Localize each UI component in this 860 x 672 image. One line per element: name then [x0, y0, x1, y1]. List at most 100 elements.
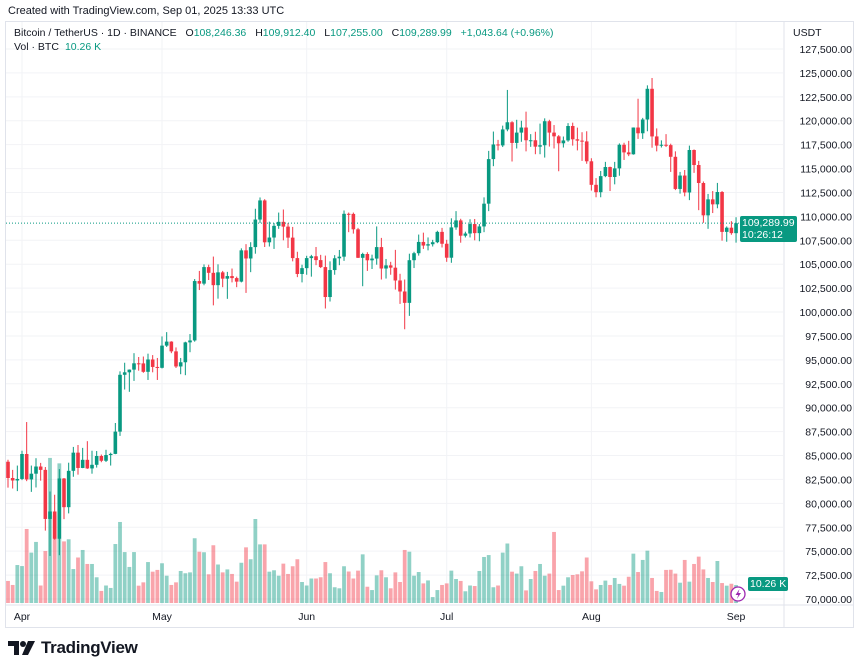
candle[interactable] — [197, 270, 202, 291]
candle[interactable] — [500, 125, 505, 148]
candle[interactable] — [692, 149, 696, 173]
candle[interactable] — [216, 264, 220, 299]
candle[interactable] — [388, 261, 393, 275]
candle[interactable] — [141, 356, 146, 373]
candle[interactable] — [318, 254, 323, 269]
candle[interactable] — [393, 249, 398, 290]
candle[interactable] — [38, 462, 43, 481]
candle[interactable] — [309, 254, 314, 277]
candle[interactable] — [687, 145, 692, 201]
symbol-title[interactable]: Bitcoin / TetherUS · 1D · BINANCE — [14, 27, 177, 39]
candle[interactable] — [206, 264, 211, 280]
candle[interactable] — [608, 166, 612, 192]
candle[interactable] — [734, 217, 738, 243]
candle[interactable] — [379, 237, 384, 280]
candle[interactable] — [561, 136, 566, 148]
candle[interactable] — [6, 459, 10, 488]
candle[interactable] — [239, 248, 244, 283]
candle[interactable] — [276, 212, 281, 229]
candle[interactable] — [20, 450, 24, 481]
candle[interactable] — [384, 258, 388, 279]
candle[interactable] — [416, 234, 421, 256]
candle[interactable] — [155, 357, 160, 380]
candle[interactable] — [220, 270, 225, 288]
candle[interactable] — [188, 334, 192, 353]
candle[interactable] — [426, 237, 430, 251]
candle[interactable] — [267, 221, 272, 247]
candle[interactable] — [533, 131, 538, 155]
candle[interactable] — [127, 369, 132, 392]
candle[interactable] — [150, 355, 155, 373]
candle[interactable] — [48, 491, 52, 556]
candle[interactable] — [444, 239, 449, 262]
candle[interactable] — [183, 341, 188, 376]
candle[interactable] — [458, 218, 463, 243]
candle[interactable] — [547, 119, 552, 147]
candle[interactable] — [673, 151, 678, 191]
candle[interactable] — [360, 252, 365, 287]
candle[interactable] — [258, 197, 262, 224]
candle[interactable] — [234, 276, 239, 288]
candle[interactable] — [370, 254, 374, 269]
candle[interactable] — [491, 131, 496, 167]
candle[interactable] — [253, 208, 258, 254]
events-icon[interactable] — [730, 586, 746, 602]
candle[interactable] — [603, 161, 608, 178]
candle[interactable] — [281, 209, 286, 241]
candle[interactable] — [640, 117, 645, 139]
candle[interactable] — [430, 239, 435, 247]
candle[interactable] — [412, 251, 416, 269]
candle[interactable] — [398, 273, 402, 304]
candle[interactable] — [346, 212, 351, 233]
candle[interactable] — [435, 230, 440, 244]
candle[interactable] — [654, 128, 659, 152]
candle[interactable] — [729, 221, 734, 235]
candle[interactable] — [108, 452, 113, 466]
candle[interactable] — [617, 143, 622, 176]
candle[interactable] — [29, 465, 34, 492]
candle[interactable] — [575, 127, 580, 151]
candle[interactable] — [542, 118, 547, 158]
candle[interactable] — [10, 469, 15, 489]
candle[interactable] — [43, 467, 48, 531]
candle[interactable] — [477, 224, 482, 242]
candle[interactable] — [710, 191, 715, 214]
candle[interactable] — [440, 227, 444, 248]
candle[interactable] — [463, 231, 468, 238]
candle[interactable] — [556, 135, 561, 172]
candle[interactable] — [407, 253, 412, 316]
candle[interactable] — [169, 341, 174, 354]
candle[interactable] — [589, 158, 594, 191]
candle[interactable] — [505, 89, 510, 132]
candle[interactable] — [332, 255, 337, 275]
candle[interactable] — [356, 227, 360, 258]
volume-label[interactable]: Vol · BTC — [14, 41, 59, 53]
candle[interactable] — [136, 357, 141, 371]
candle[interactable] — [244, 244, 248, 293]
candle[interactable] — [15, 465, 20, 492]
candle[interactable] — [71, 446, 76, 477]
candle[interactable] — [272, 223, 276, 249]
candle[interactable] — [496, 139, 500, 151]
candle[interactable] — [178, 357, 183, 375]
candle[interactable] — [626, 140, 631, 157]
candle[interactable] — [300, 264, 304, 283]
candle[interactable] — [724, 226, 729, 242]
candle[interactable] — [631, 127, 636, 155]
candle[interactable] — [90, 450, 94, 474]
candle[interactable] — [584, 131, 589, 164]
candle[interactable] — [682, 170, 687, 197]
candle[interactable] — [290, 226, 295, 262]
candle[interactable] — [94, 451, 99, 468]
candle[interactable] — [248, 242, 253, 273]
candle[interactable] — [132, 353, 136, 381]
currency-label[interactable]: USDT — [793, 27, 822, 39]
candle[interactable] — [701, 181, 706, 223]
candle[interactable] — [337, 249, 342, 266]
candle[interactable] — [566, 123, 570, 142]
candle[interactable] — [668, 143, 673, 172]
candle[interactable] — [580, 132, 584, 161]
candle[interactable] — [510, 121, 514, 162]
candle[interactable] — [720, 191, 724, 241]
